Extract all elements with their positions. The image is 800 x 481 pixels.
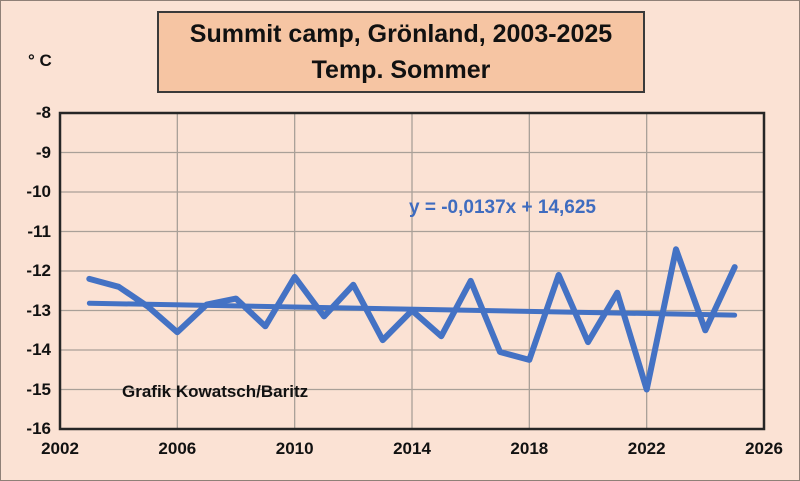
chart-title-line1: Summit camp, Grönland, 2003-2025: [189, 20, 613, 48]
y-tick-label: -8: [35, 103, 51, 122]
chart-title-line2: Temp. Sommer: [311, 56, 491, 84]
y-axis-unit-label: ° C: [28, 51, 52, 70]
y-tick-label: -12: [26, 261, 51, 280]
x-tick-label: 2002: [41, 439, 79, 458]
temperature-series-line: [86, 246, 738, 393]
chart-title-box: Summit camp, Grönland, 2003-2025 Temp. S…: [157, 11, 645, 93]
credit-label: Grafik Kowatsch/Baritz: [122, 382, 309, 401]
trendline-equation-label: y = -0,0137x + 14,625: [409, 197, 596, 218]
x-tick-label: 2018: [510, 439, 549, 458]
x-tick-label: 2010: [275, 439, 314, 458]
y-tick-label: -9: [35, 142, 51, 162]
plot-border: [58, 111, 766, 431]
y-tick-label: -11: [27, 221, 51, 241]
y-tick-label: -13: [26, 300, 51, 320]
y-tick-label: -14: [26, 340, 51, 359]
y-tick-label: -15: [26, 379, 51, 399]
y-tick-label: -16: [26, 419, 51, 438]
y-tick-label: -10: [26, 182, 51, 201]
x-tick-label: 2026: [745, 439, 783, 458]
x-tick-label: 2006: [158, 439, 197, 458]
x-tick-label: 2022: [627, 439, 666, 458]
x-tick-label: 2014: [393, 439, 431, 458]
